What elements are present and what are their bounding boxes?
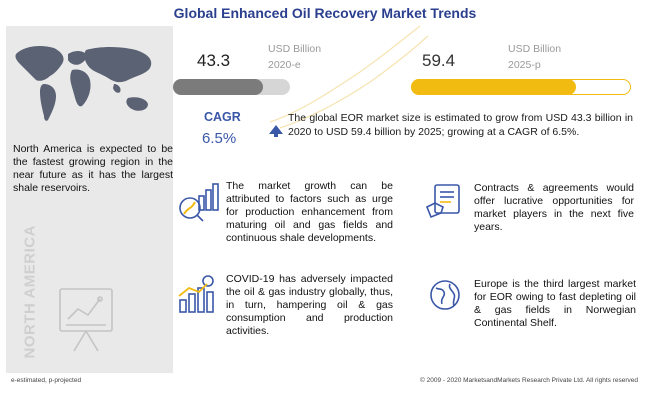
cagr-value: 6.5% bbox=[202, 130, 237, 147]
covid-impact-text: COVID-19 has adversely impacted the oil … bbox=[226, 273, 393, 337]
unit-2020: USD Billion bbox=[268, 43, 322, 55]
north-america-text: North America is expected to be the fast… bbox=[13, 143, 173, 194]
analytics-chart-icon bbox=[59, 288, 113, 352]
world-map-icon bbox=[15, 46, 152, 121]
value-2020: 43.3 bbox=[197, 51, 231, 70]
value-2025: 59.4 bbox=[422, 51, 456, 70]
contracts-agreements-icon bbox=[425, 184, 460, 219]
cagr-label: CAGR bbox=[204, 110, 241, 124]
page-title: Global Enhanced Oil Recovery Market Tren… bbox=[173, 5, 477, 21]
market-summary-text: The global EOR market size is estimated … bbox=[288, 112, 633, 138]
year-2020: 2020-e bbox=[268, 59, 301, 71]
growth-factors-text: The market growth can be attributed to f… bbox=[226, 180, 393, 244]
globe-icon bbox=[430, 280, 460, 310]
bar-2025-fill bbox=[411, 79, 576, 95]
bar-2020-fill bbox=[173, 79, 264, 95]
footer-note: e-estimated, p-projected bbox=[11, 377, 82, 384]
unit-2025: USD Billion bbox=[508, 43, 562, 55]
north-america-vertical-label: NORTH AMERICA bbox=[21, 225, 39, 359]
contracts-text: Contracts & agreements would offer lucra… bbox=[474, 182, 634, 233]
up-arrow-icon bbox=[269, 125, 283, 137]
europe-text: Europe is the third largest market for E… bbox=[474, 278, 636, 329]
decorative-lines bbox=[269, 25, 429, 129]
growth-factors-icon bbox=[179, 183, 219, 222]
footer-copyright: © 2009 - 2020 MarketsandMarkets Research… bbox=[420, 377, 638, 384]
year-2025: 2025-p bbox=[508, 59, 541, 71]
covid-impact-icon bbox=[178, 275, 214, 313]
